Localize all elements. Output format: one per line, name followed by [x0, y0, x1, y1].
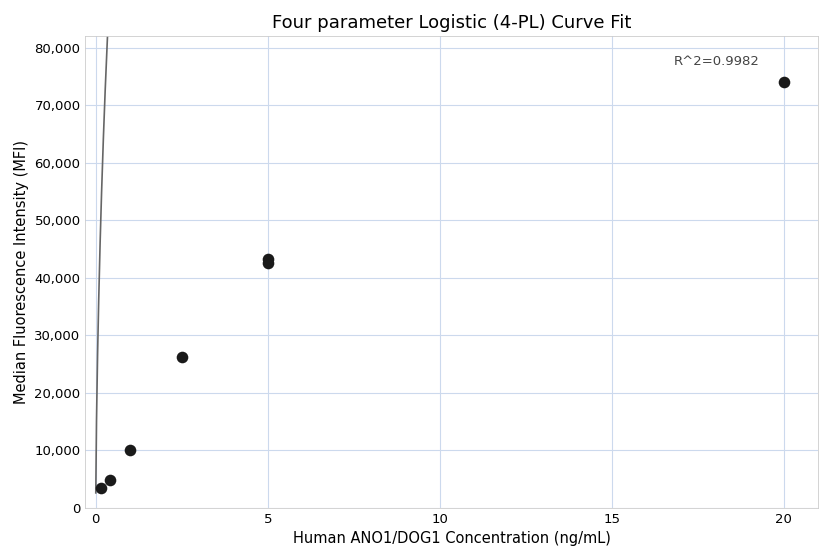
Y-axis label: Median Fluorescence Intensity (MFI): Median Fluorescence Intensity (MFI) — [14, 140, 29, 404]
Point — [777, 78, 790, 87]
Point — [261, 255, 275, 264]
Text: R^2=0.9982: R^2=0.9982 — [674, 55, 760, 68]
Point — [95, 483, 108, 492]
Point — [261, 259, 275, 268]
Point — [175, 353, 188, 362]
Point — [123, 446, 136, 455]
X-axis label: Human ANO1/DOG1 Concentration (ng/mL): Human ANO1/DOG1 Concentration (ng/mL) — [293, 531, 611, 546]
Title: Four parameter Logistic (4-PL) Curve Fit: Four parameter Logistic (4-PL) Curve Fit — [272, 14, 631, 32]
Point — [103, 475, 116, 484]
